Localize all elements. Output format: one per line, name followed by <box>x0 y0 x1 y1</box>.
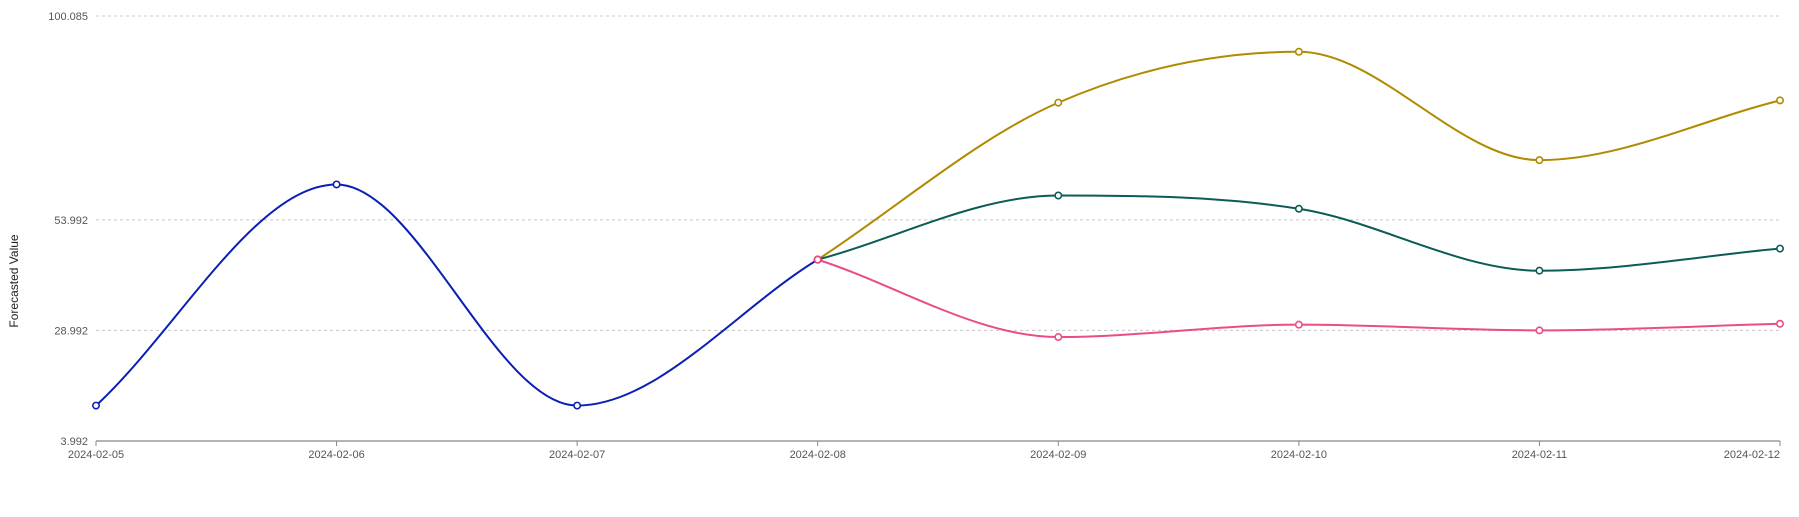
data-point[interactable] <box>1535 266 1544 275</box>
x-tick-label: 2024-02-09 <box>1030 449 1086 461</box>
y-tick-label: 28.992 <box>54 325 88 337</box>
y-tick-label: 3.992 <box>60 436 88 448</box>
data-point[interactable] <box>1776 96 1785 105</box>
data-point[interactable] <box>1294 320 1303 329</box>
x-tick-label: 2024-02-08 <box>790 449 846 461</box>
x-tick-label: 2024-02-05 <box>68 449 124 461</box>
series-line-1 <box>817 50 1781 261</box>
data-point[interactable] <box>1776 319 1785 328</box>
data-point[interactable] <box>573 401 582 410</box>
marker-layer <box>92 47 1785 410</box>
y-tick-label: 53.992 <box>54 215 88 227</box>
series-line-0 <box>95 183 819 407</box>
data-point[interactable] <box>1054 333 1063 342</box>
x-tick-label: 2024-02-11 <box>1512 449 1567 461</box>
data-point[interactable] <box>1294 47 1303 56</box>
x-tick-label: 2024-02-12 <box>1724 449 1780 461</box>
x-tick-label: 2024-02-07 <box>549 449 605 461</box>
y-axis-title: Forecasted Value <box>7 234 21 327</box>
y-tick-label: 100.085 <box>48 11 88 23</box>
data-point[interactable] <box>92 401 101 410</box>
data-point[interactable] <box>813 255 822 264</box>
data-point[interactable] <box>1054 98 1063 107</box>
data-point[interactable] <box>1535 156 1544 165</box>
x-tick-label: 2024-02-10 <box>1271 449 1327 461</box>
grid-layer <box>96 15 1780 331</box>
data-point[interactable] <box>332 180 341 189</box>
data-point[interactable] <box>1535 326 1544 335</box>
x-tick-label: 2024-02-06 <box>308 449 364 461</box>
axis-layer: 3.992 28.992 53.992 100.085 2024-02-05 2024-0… <box>48 11 1781 461</box>
data-point[interactable] <box>1054 191 1063 200</box>
data-point[interactable] <box>1294 204 1303 213</box>
series-layer <box>95 50 1781 407</box>
data-point[interactable] <box>1776 244 1785 253</box>
